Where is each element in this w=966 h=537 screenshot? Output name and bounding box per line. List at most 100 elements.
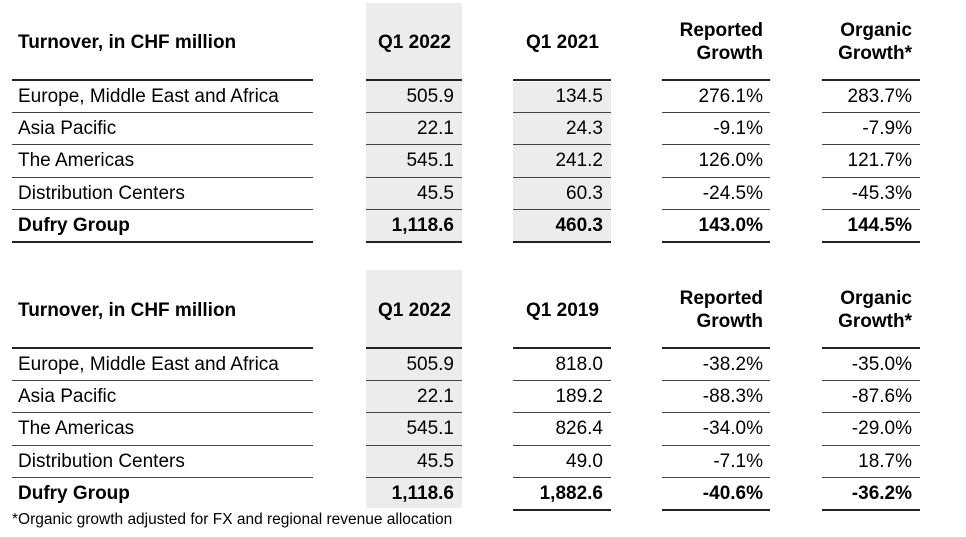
table1-cell-q1-2022: 45.5: [417, 183, 454, 204]
total-rule: [513, 509, 611, 511]
table2-row-label: Distribution Centers: [18, 451, 185, 472]
table2-cell-organic: -29.0%: [851, 418, 912, 439]
row-rule: [12, 412, 313, 413]
row-rule: [12, 209, 313, 210]
table2-header-q1-2022: Q1 2022: [378, 300, 451, 321]
table1-cell-organic: 144.5%: [847, 215, 912, 236]
row-rule: [366, 380, 462, 381]
row-rule: [662, 412, 770, 413]
table2-cell-q1-2019: 189.2: [555, 386, 603, 407]
table1-row-label: The Americas: [18, 150, 135, 171]
table2-cell-q1-2022: 545.1: [406, 418, 454, 439]
table1-row-label: Asia Pacific: [18, 118, 117, 139]
row-rule: [366, 477, 462, 478]
table2-cell-reported: -88.3%: [702, 386, 763, 407]
row-rule: [822, 412, 920, 413]
table2-cell-reported: -40.6%: [702, 483, 763, 504]
table1-title: Turnover, in CHF million: [18, 32, 237, 53]
row-rule: [822, 445, 920, 446]
table2-cell-q1-2022: 505.9: [406, 354, 454, 375]
table2-header-rule: [822, 347, 920, 349]
table1-cell-organic: -7.9%: [862, 118, 912, 139]
table1-cell-q1-2022: 505.9: [406, 86, 454, 107]
table1-header-reported-line2: Growth: [696, 43, 764, 64]
table2-header-rule: [12, 347, 313, 349]
total-rule: [12, 241, 313, 243]
table2-title: Turnover, in CHF million: [18, 300, 237, 321]
row-rule: [12, 112, 313, 113]
table1-cell-q1-2021: 60.3: [566, 183, 603, 204]
table1-cell-q1-2021: 460.3: [555, 215, 603, 236]
table1-row-label: Distribution Centers: [18, 183, 185, 204]
table1-cell-reported: -9.1%: [713, 118, 763, 139]
row-rule: [513, 177, 611, 178]
table2-header-q1-2019: Q1 2019: [526, 300, 599, 321]
row-rule: [513, 112, 611, 113]
shade-col-q1-2022: [366, 270, 462, 508]
table2-header-organic: Organic Growth*: [790, 287, 912, 333]
table1-header-rule: [12, 79, 313, 81]
table1-cell-reported: -24.5%: [702, 183, 763, 204]
row-rule: [12, 144, 313, 145]
shade-col-q1-2022: [366, 3, 462, 243]
row-rule: [513, 445, 611, 446]
table1-header-reported: Reported Growth: [640, 19, 763, 65]
row-rule: [662, 209, 770, 210]
table2-header-organic-line1: Organic: [840, 288, 912, 309]
row-rule: [366, 112, 462, 113]
row-rule: [662, 477, 770, 478]
table2-header-organic-line2: Growth*: [838, 311, 912, 332]
table2-cell-reported: -7.1%: [713, 451, 763, 472]
table1-cell-organic: -45.3%: [851, 183, 912, 204]
row-rule: [12, 445, 313, 446]
table2-cell-q1-2019: 818.0: [555, 354, 603, 375]
row-rule: [366, 177, 462, 178]
row-rule: [366, 209, 462, 210]
table1-cell-q1-2021: 241.2: [555, 150, 603, 171]
total-rule: [822, 509, 920, 511]
table1-row-label: Dufry Group: [18, 215, 130, 236]
table1-header-rule: [822, 79, 920, 81]
row-rule: [662, 445, 770, 446]
table2-cell-q1-2022: 1,118.6: [391, 483, 454, 504]
row-rule: [822, 112, 920, 113]
row-rule: [662, 177, 770, 178]
table1-header-reported-line1: Reported: [679, 20, 763, 41]
table2-cell-q1-2022: 22.1: [417, 386, 454, 407]
table1-cell-q1-2022: 545.1: [406, 150, 454, 171]
table1-header-rule: [662, 79, 770, 81]
table2-cell-organic: 18.7%: [858, 451, 912, 472]
table1-header-organic-line2: Growth*: [838, 43, 912, 64]
table1-cell-reported: 143.0%: [698, 215, 763, 236]
table1-cell-organic: 283.7%: [847, 86, 912, 107]
row-rule: [822, 177, 920, 178]
table2-header-reported-line1: Reported: [679, 288, 763, 309]
table2-cell-q1-2022: 45.5: [417, 451, 454, 472]
table2-header-reported: Reported Growth: [640, 287, 763, 333]
shade-col-q1-2021-body: [513, 82, 611, 243]
table1-header-rule: [366, 79, 462, 81]
table1-cell-q1-2022: 1,118.6: [391, 215, 454, 236]
table1-header-q1-2021: Q1 2021: [526, 32, 599, 53]
row-rule: [366, 412, 462, 413]
table2-header-rule: [366, 347, 462, 349]
table2-cell-q1-2019: 1,882.6: [539, 483, 603, 504]
row-rule: [513, 380, 611, 381]
total-rule: [366, 241, 462, 243]
total-rule: [513, 241, 611, 243]
row-rule: [662, 380, 770, 381]
table2-cell-q1-2019: 49.0: [566, 451, 603, 472]
table2-row-label: Dufry Group: [18, 483, 130, 504]
row-rule: [12, 177, 313, 178]
table2-cell-organic: -35.0%: [851, 354, 912, 375]
table2-row-label: Asia Pacific: [18, 386, 117, 407]
total-rule: [822, 241, 920, 243]
row-rule: [366, 144, 462, 145]
table1-cell-q1-2021: 24.3: [566, 118, 603, 139]
row-rule: [662, 144, 770, 145]
table1-cell-q1-2021: 134.5: [555, 86, 603, 107]
table1-cell-organic: 121.7%: [847, 150, 912, 171]
table2-header-rule: [662, 347, 770, 349]
row-rule: [12, 477, 313, 478]
row-rule: [513, 412, 611, 413]
